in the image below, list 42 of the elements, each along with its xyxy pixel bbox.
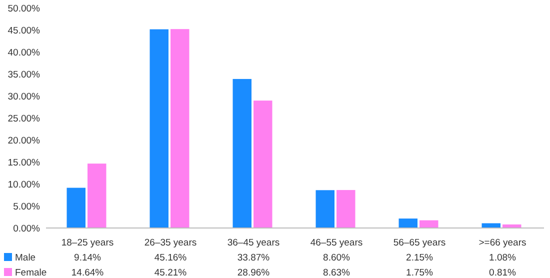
y-tick-label: 5.00%: [13, 201, 41, 212]
data-label: 45.21%: [154, 267, 188, 278]
legend-label: Male: [15, 252, 36, 264]
y-tick-label: 35.00%: [8, 69, 41, 80]
bar: [88, 164, 106, 228]
data-label: 45.16%: [154, 252, 188, 264]
bar: [482, 223, 500, 228]
data-label: 9.14%: [74, 252, 102, 264]
bar: [316, 190, 334, 228]
y-tick-label: 20.00%: [8, 135, 41, 146]
y-tick-label: 30.00%: [8, 91, 41, 102]
y-tick-label: 45.00%: [8, 25, 41, 36]
x-tick-label: 36–45 years: [227, 237, 280, 248]
y-tick-label: 10.00%: [8, 179, 41, 190]
legend-label: Female: [15, 267, 47, 278]
data-label: 1.08%: [489, 252, 517, 264]
data-label: 28.96%: [237, 267, 270, 278]
bar: [66, 188, 86, 228]
data-label: 0.81%: [489, 267, 517, 278]
bar: [170, 29, 190, 228]
y-tick-label: 40.00%: [8, 47, 41, 58]
data-label: 8.60%: [323, 252, 351, 264]
x-tick-label: 18–25 years: [61, 237, 114, 248]
y-tick-label: 50.00%: [8, 3, 41, 14]
y-tick-label: 15.00%: [8, 157, 41, 168]
y-tick-label: 25.00%: [8, 113, 41, 124]
bar: [336, 190, 356, 228]
y-tick-label: 0.00%: [13, 223, 41, 234]
bar: [398, 218, 418, 228]
data-label: 1.75%: [406, 267, 434, 278]
data-label: 2.15%: [406, 252, 434, 264]
x-tick-label: >=66 years: [478, 237, 527, 248]
data-label: 14.64%: [71, 267, 104, 278]
bar: [420, 220, 438, 228]
bar: [150, 29, 168, 228]
data-label: 8.63%: [323, 267, 351, 278]
bar: [232, 78, 252, 228]
data-label: 33.87%: [237, 252, 270, 264]
bar: [254, 100, 272, 228]
x-tick-label: 46–55 years: [310, 237, 363, 248]
x-tick-label: 56–65 years: [393, 237, 446, 248]
x-tick-label: 26–35 years: [144, 237, 197, 248]
